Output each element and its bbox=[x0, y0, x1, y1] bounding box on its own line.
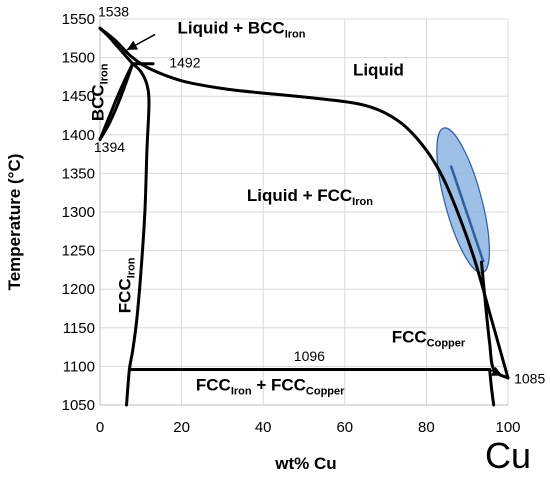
point-label: 1394 bbox=[94, 139, 125, 155]
y-tick-label: 1250 bbox=[62, 243, 95, 260]
two-phase-ellipse bbox=[436, 127, 490, 274]
x-tick-label: 20 bbox=[173, 419, 190, 436]
x-axis-label: wt% Cu bbox=[274, 454, 336, 473]
phase-label: FCCIron bbox=[116, 257, 138, 313]
point-label: 1085 bbox=[514, 370, 545, 386]
phase-label: BCCIron bbox=[88, 63, 110, 121]
y-tick-label: 1350 bbox=[62, 165, 95, 182]
y-tick-label: 1050 bbox=[62, 397, 95, 414]
y-tick-label: 1500 bbox=[62, 50, 95, 67]
x-tick-label: 100 bbox=[495, 419, 520, 436]
boundary-fcc_iron_solidus bbox=[125, 62, 151, 407]
y-tick-label: 1300 bbox=[62, 204, 95, 221]
tie-line bbox=[449, 165, 485, 263]
phase-boundaries bbox=[98, 26, 510, 407]
phase-label: Liquid + BCCIron bbox=[178, 19, 306, 41]
x-tick-label: 40 bbox=[255, 419, 272, 436]
y-tick-label: 1100 bbox=[63, 358, 95, 375]
arrow-head bbox=[491, 366, 503, 376]
arrows bbox=[126, 33, 503, 377]
y-tick-label: 1200 bbox=[62, 281, 95, 298]
y-tick-labels: 1050 1100 1150 1200 1250 1300 1350 1400 1450 1500… bbox=[62, 11, 95, 414]
phase-label: FCCCopper bbox=[392, 327, 466, 349]
point-label: 1538 bbox=[98, 4, 129, 20]
phase-label: Liquid + FCCIron bbox=[247, 186, 373, 208]
x-tick-label: 0 bbox=[96, 419, 104, 436]
x-tick-label: 60 bbox=[336, 419, 353, 436]
x-tick-label: 80 bbox=[418, 419, 435, 436]
phase-label: FCCIron + FCCCopper bbox=[196, 375, 345, 397]
x-tick-labels: 0 20 40 60 80 100 bbox=[96, 419, 521, 436]
y-axis-label: Temperature (°C) bbox=[5, 154, 24, 291]
point-labels: 1538 1492 1394 1096 1085 bbox=[94, 4, 546, 387]
point-label: 1492 bbox=[169, 55, 200, 71]
boundary-liquidus bbox=[98, 26, 510, 380]
point-label: 1096 bbox=[294, 348, 325, 364]
arrow-head bbox=[126, 40, 139, 50]
boundary-bcc_fcc_lower bbox=[98, 62, 135, 141]
boundary-bcc_solidus bbox=[98, 26, 135, 66]
y-tick-label: 1400 bbox=[62, 127, 95, 144]
phase-label: Liquid bbox=[353, 60, 404, 79]
axes bbox=[99, 19, 508, 406]
phase-labels: Liquid + BCCIron Liquid Liquid + FCCIron FC… bbox=[88, 19, 466, 398]
y-tick-label: 1550 bbox=[62, 11, 95, 28]
element-label: Cu bbox=[485, 435, 531, 476]
boundary-fcc_copper_solvus bbox=[488, 367, 496, 407]
y-tick-label: 1150 bbox=[63, 320, 95, 337]
y-tick-label: 1450 bbox=[62, 88, 95, 105]
